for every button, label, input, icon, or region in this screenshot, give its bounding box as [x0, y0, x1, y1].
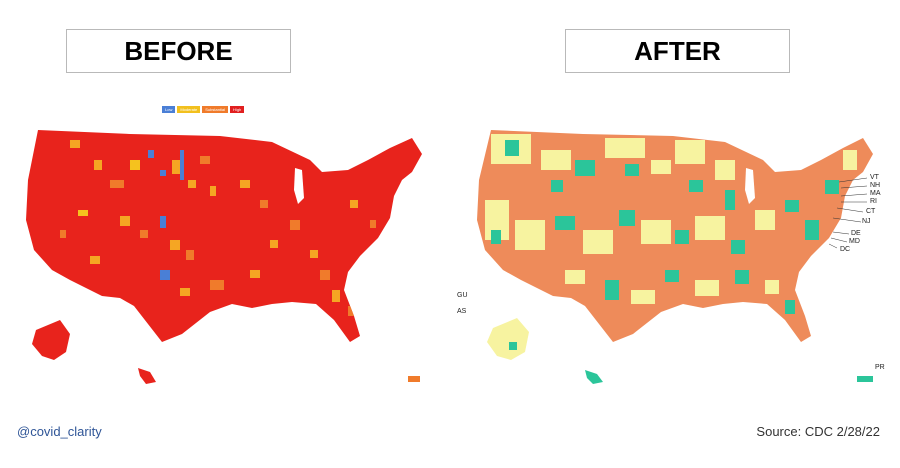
after-hawaii: [585, 370, 603, 384]
label-vt: VT: [870, 174, 879, 181]
after-lake-michigan: [745, 168, 755, 204]
twitter-handle: @covid_clarity: [17, 424, 102, 439]
before-us-mainland: [26, 130, 422, 342]
before-lake-michigan: [294, 168, 304, 204]
after-title: AFTER: [565, 29, 790, 73]
label-nj: NJ: [862, 218, 871, 225]
after-puerto-rico: [857, 376, 873, 382]
legend-low: Low: [162, 106, 176, 113]
legend: Low Moderate Substantial High: [162, 106, 245, 113]
before-alaska: [32, 320, 70, 360]
label-nh: NH: [870, 182, 881, 189]
label-ma: MA: [870, 190, 881, 197]
label-ri: RI: [870, 198, 877, 205]
after-alaska: [487, 318, 529, 360]
label-as: AS: [457, 308, 467, 315]
before-title: BEFORE: [66, 29, 291, 73]
before-map: [26, 130, 422, 384]
legend-high: High: [230, 106, 245, 113]
after-map: [477, 130, 873, 384]
label-md: MD: [849, 238, 860, 245]
legend-moderate: Moderate: [177, 106, 201, 113]
label-pr: PR: [875, 364, 885, 371]
source-credit: Source: CDC 2/28/22: [756, 424, 880, 439]
label-de: DE: [851, 230, 861, 237]
before-puerto-rico: [408, 376, 420, 382]
before-hawaii: [138, 368, 156, 384]
legend-substantial: Substantial: [202, 106, 229, 113]
label-ct: CT: [866, 208, 876, 215]
label-gu: GU: [457, 292, 468, 299]
label-dc: DC: [840, 246, 851, 253]
